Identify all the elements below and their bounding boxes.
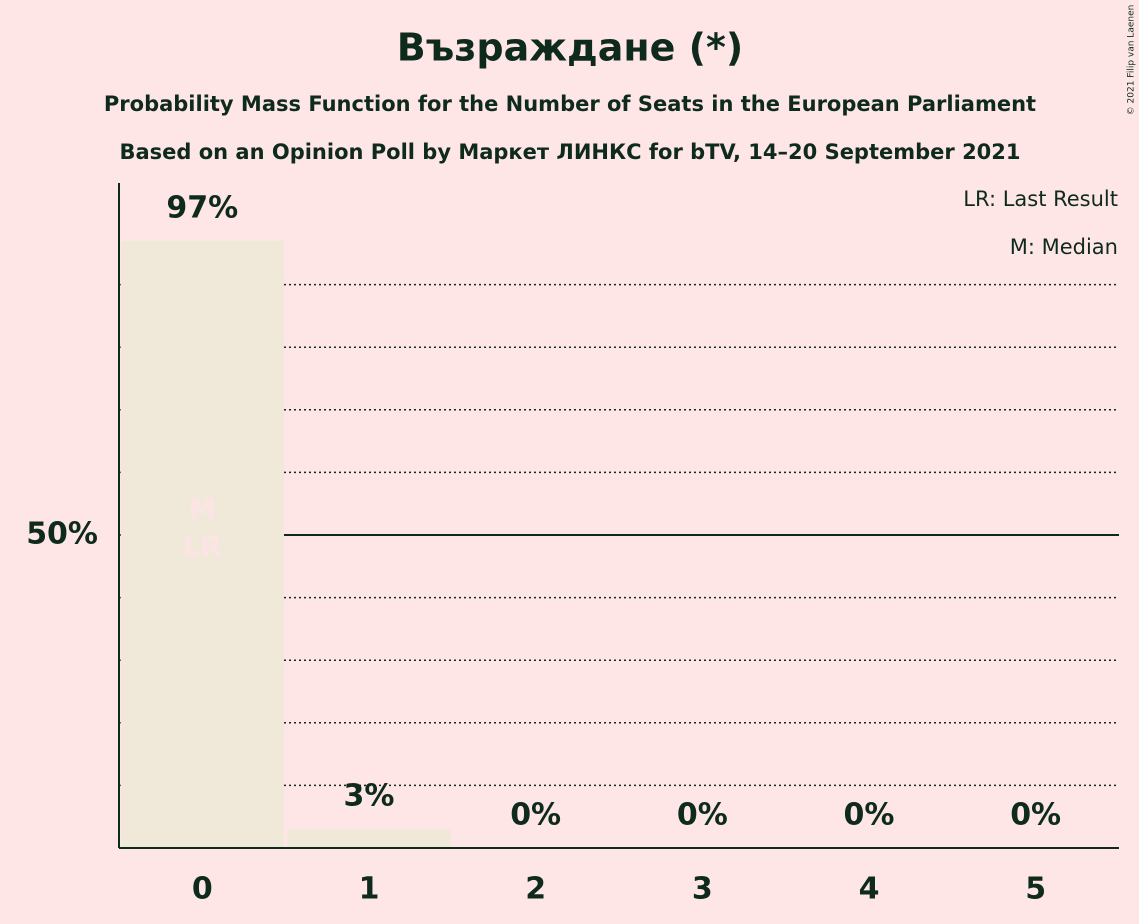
chart-title: Възраждане (*) bbox=[397, 26, 743, 70]
last-result-marker: LR bbox=[183, 530, 222, 563]
legend-entry: LR: Last Result bbox=[963, 187, 1118, 211]
y-tick-label: 50% bbox=[26, 517, 98, 552]
x-tick-label: 2 bbox=[525, 872, 546, 907]
chart-subtitle: Based on an Opinion Poll by Маркет ЛИНКС… bbox=[119, 140, 1020, 164]
x-tick-label: 4 bbox=[859, 872, 880, 907]
bar bbox=[287, 829, 451, 848]
data-label: 97% bbox=[166, 190, 238, 225]
data-label: 3% bbox=[344, 779, 395, 814]
data-label: 0% bbox=[677, 798, 728, 833]
data-label: 0% bbox=[510, 798, 561, 833]
chart-subtitle: Probability Mass Function for the Number… bbox=[104, 92, 1036, 116]
legend-entry: M: Median bbox=[1010, 235, 1118, 259]
bar bbox=[120, 240, 285, 848]
data-label: 0% bbox=[1010, 798, 1061, 833]
x-tick-label: 1 bbox=[359, 872, 380, 907]
data-label: 0% bbox=[844, 798, 895, 833]
x-tick-label: 5 bbox=[1025, 872, 1046, 907]
x-tick-label: 0 bbox=[192, 872, 213, 907]
x-tick-label: 3 bbox=[692, 872, 713, 907]
median-marker: M bbox=[188, 492, 216, 525]
copyright: © 2021 Filip van Laenen bbox=[1127, 5, 1137, 116]
